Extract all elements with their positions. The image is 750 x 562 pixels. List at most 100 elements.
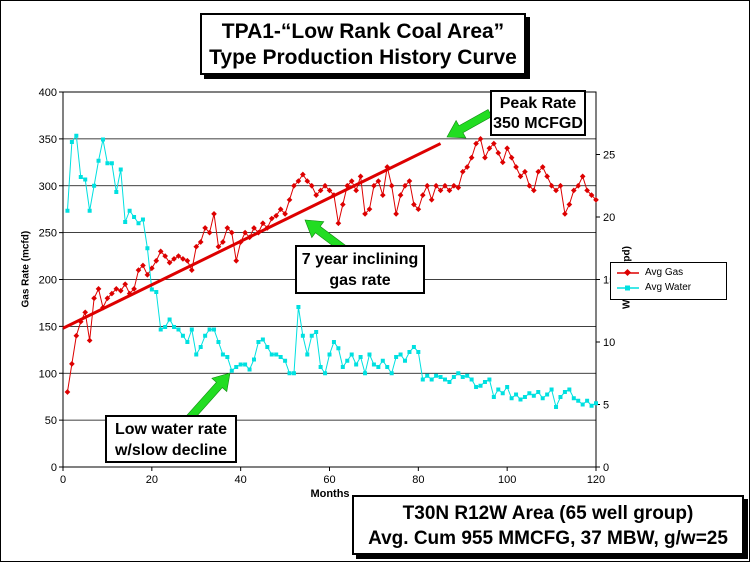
gas-point [557,182,564,189]
water-point [482,380,487,384]
gas-point [411,201,417,208]
water-point [149,287,154,292]
low-water-annotation: Low water rate w/slow decline [105,415,237,463]
gas-point [113,286,120,292]
gas-point [375,178,382,184]
water-point [136,221,141,226]
gas-point [82,309,89,316]
gas-point [530,187,537,194]
gas-point [415,206,422,213]
chart-title-box: TPA1-“Low Rank Coal Area” Type Productio… [200,13,526,75]
y2-tick-labels: 0510152025 [603,150,615,475]
gas-point [122,281,129,288]
x-tick-label: 40 [235,474,247,486]
peak-rate-line1: Peak Rate [499,95,577,112]
water-point [358,355,363,359]
gas-point [473,140,479,147]
gas-point [104,295,111,302]
water-point [447,380,452,384]
water-point [140,217,145,222]
water-point [212,327,217,332]
gas-point [544,173,550,180]
water-point [118,167,123,172]
water-point [109,161,114,166]
water-point [540,396,545,401]
water-point [114,190,119,194]
y2-tick-label: 20 [603,212,615,224]
gas-point [584,187,590,194]
y-tick-label: 250 [39,228,57,240]
gas-point [228,229,235,236]
water-point [567,387,572,392]
water-point [305,352,310,357]
gas-point [362,211,368,217]
water-point [336,346,341,351]
water-point [576,398,581,403]
x-tick-label: 120 [587,474,605,486]
water-point [158,327,163,332]
water-point [105,161,110,166]
water-point [500,391,505,396]
gas-point [477,136,484,142]
water-point [318,365,323,369]
series-group [62,133,599,409]
gas-point [109,290,115,297]
water-point [234,365,239,369]
gas-point [402,182,408,189]
peak-rate-line2: 350 MCFGD [493,115,583,132]
gas-point [322,182,328,189]
water-point [434,373,439,378]
gas-point [459,168,466,175]
gas-point [273,212,280,219]
low-water-line1: Low water rate [114,421,228,438]
water-point [527,391,532,396]
gas-point [317,187,324,194]
gas-point [522,168,528,175]
gas-point [282,211,288,217]
water-point [429,377,434,382]
water-point [238,362,243,367]
gas-point [424,182,431,189]
water-point [180,333,185,338]
y-axis-label: Gas Rate (mcfd) [20,230,32,308]
gas-point [206,229,213,236]
water-point [132,215,137,219]
water-point [469,377,474,382]
water-point [309,333,314,338]
water-point [558,395,563,399]
gas-point [339,201,346,208]
gas-point [295,178,302,184]
gas-point [433,182,439,189]
water-point [571,396,576,401]
gas-point [304,178,311,184]
gas-point [504,145,510,152]
water-point [465,373,470,378]
water-point [154,290,159,294]
water-point [403,358,408,363]
gas-point [162,253,168,259]
gas-point [468,154,475,161]
y-tick-label: 150 [39,321,57,333]
y-tick-label: 0 [51,462,57,474]
gas-point [513,164,519,170]
water-point [425,373,430,378]
gas-point [353,187,359,194]
y2-tick-label: 25 [603,150,615,162]
gas-point [140,262,146,269]
water-point [487,377,492,382]
water-point [367,352,372,357]
water-point [451,375,456,379]
gas-point [135,267,142,273]
gas-point [86,337,93,344]
gas-point [588,192,595,198]
info-line1: T30N R12W Area (65 well group) [402,503,694,524]
water-point [536,390,541,394]
info-line2: Avg. Cum 955 MMCFG, 37 MBW, g/w=25 [368,528,728,549]
water-point [287,371,292,376]
chart-legend: Avg Gas Avg Water [610,262,727,300]
water-point [74,133,79,138]
water-point [283,358,288,363]
water-point [247,367,252,372]
gas-point [419,192,426,198]
